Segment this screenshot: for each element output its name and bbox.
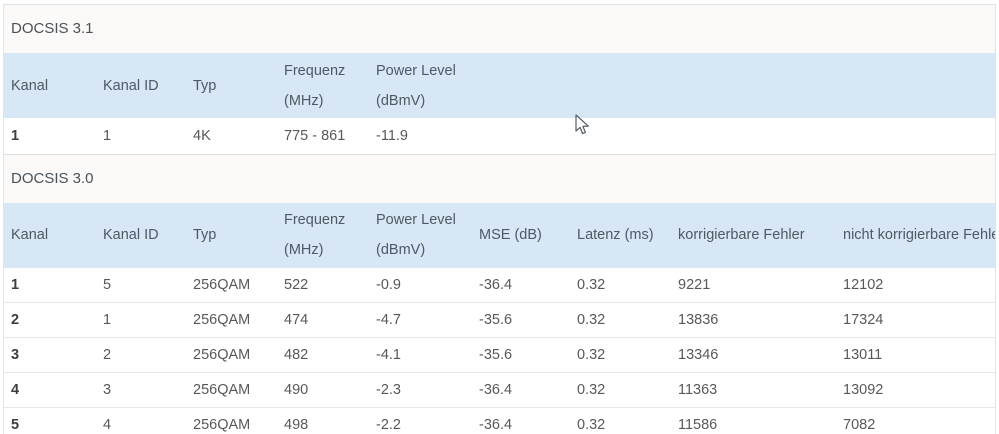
column-header-korrigierbare-fehler: korrigierbare Fehler [671,202,836,268]
column-header-kanal: Kanal [4,53,96,118]
cell-nicht-korrigierbare-fehler: 13092 [836,372,995,408]
column-header-typ: Typ [186,202,277,268]
cell-nicht-korrigierbare-fehler: 17324 [836,302,995,338]
cell-power-level: -4.1 [369,337,472,373]
cell-kanal-id: 4 [96,407,186,434]
cell-typ: 256QAM [186,372,277,408]
cell-mse: -35.6 [472,302,570,338]
docsis30-header-row: Kanal Kanal ID Typ Frequenz (MHz) Power L… [4,202,995,268]
column-header-kanal-id: Kanal ID [96,202,186,268]
docsis30-row: 2 1 256QAM 474 -4.7 -35.6 0.32 13836 173… [4,302,995,338]
cell-kanal: 5 [4,407,96,434]
cell-frequenz: 490 [277,372,369,408]
cell-filler [472,118,995,155]
cell-mse: -36.4 [472,407,570,434]
cell-latenz: 0.32 [570,372,671,408]
docsis30-row: 3 2 256QAM 482 -4.1 -35.6 0.32 13346 130… [4,337,995,373]
cell-typ: 256QAM [186,302,277,338]
cell-mse: -36.4 [472,267,570,303]
column-header-frequenz: Frequenz (MHz) [277,202,369,268]
cell-nicht-korrigierbare-fehler: 7082 [836,407,995,434]
cell-kanal-id: 1 [96,302,186,338]
cell-frequenz: 522 [277,267,369,303]
docsis31-header-row: Kanal Kanal ID Typ Frequenz (MHz) Power L… [4,53,995,118]
cell-korrigierbare-fehler: 11363 [671,372,836,408]
cell-korrigierbare-fehler: 9221 [671,267,836,303]
column-header-power-level: Power Level (dBmV) [369,53,472,118]
cell-latenz: 0.32 [570,267,671,303]
cell-kanal: 2 [4,302,96,338]
cell-typ: 256QAM [186,267,277,303]
cell-latenz: 0.32 [570,337,671,373]
cell-kanal-id: 1 [96,118,186,155]
docsis30-row: 1 5 256QAM 522 -0.9 -36.4 0.32 9221 1210… [4,267,995,303]
section-title-docsis30: DOCSIS 3.0 [4,154,995,203]
docsis31-table: Kanal Kanal ID Typ Frequenz (MHz) Power L… [4,53,995,155]
cell-typ: 256QAM [186,337,277,373]
column-header-typ: Typ [186,53,277,118]
column-header-latenz: Latenz (ms) [570,202,671,268]
column-header-power-level: Power Level (dBmV) [369,202,472,268]
cell-kanal-id: 5 [96,267,186,303]
cell-nicht-korrigierbare-fehler: 12102 [836,267,995,303]
cell-power-level: -0.9 [369,267,472,303]
docsis30-row: 5 4 256QAM 498 -2.2 -36.4 0.32 11586 708… [4,407,995,434]
cell-kanal: 4 [4,372,96,408]
cell-kanal-id: 2 [96,337,186,373]
column-header-filler [472,53,995,118]
cell-mse: -36.4 [472,372,570,408]
section-title-docsis31: DOCSIS 3.1 [4,5,995,53]
cell-kanal: 1 [4,267,96,303]
column-header-mse: MSE (dB) [472,202,570,268]
cell-mse: -35.6 [472,337,570,373]
cell-power-level: -2.2 [369,407,472,434]
cell-korrigierbare-fehler: 13346 [671,337,836,373]
cell-korrigierbare-fehler: 11586 [671,407,836,434]
cell-frequenz: 482 [277,337,369,373]
cell-power-level: -2.3 [369,372,472,408]
column-header-kanal-id: Kanal ID [96,53,186,118]
docsis31-row: 1 1 4K 775 - 861 -11.9 [4,118,995,155]
docsis30-table: Kanal Kanal ID Typ Frequenz (MHz) Power L… [4,202,995,434]
cell-frequenz: 775 - 861 [277,118,369,155]
cell-latenz: 0.32 [570,302,671,338]
cell-typ: 4K [186,118,277,155]
column-header-kanal: Kanal [4,202,96,268]
cell-frequenz: 498 [277,407,369,434]
cell-power-level: -4.7 [369,302,472,338]
docsis30-row: 4 3 256QAM 490 -2.3 -36.4 0.32 11363 130… [4,372,995,408]
cell-typ: 256QAM [186,407,277,434]
cell-frequenz: 474 [277,302,369,338]
channel-info-panel: DOCSIS 3.1 Kanal Kanal ID Typ Frequenz (M… [3,4,996,434]
cell-korrigierbare-fehler: 13836 [671,302,836,338]
column-header-nicht-korrigierbare-fehler: nicht korrigierbare Fehler [836,202,995,268]
cell-kanal-id: 3 [96,372,186,408]
cell-latenz: 0.32 [570,407,671,434]
cell-kanal: 1 [4,118,96,155]
cell-nicht-korrigierbare-fehler: 13011 [836,337,995,373]
cell-power-level: -11.9 [369,118,472,155]
column-header-frequenz: Frequenz (MHz) [277,53,369,118]
cell-kanal: 3 [4,337,96,373]
